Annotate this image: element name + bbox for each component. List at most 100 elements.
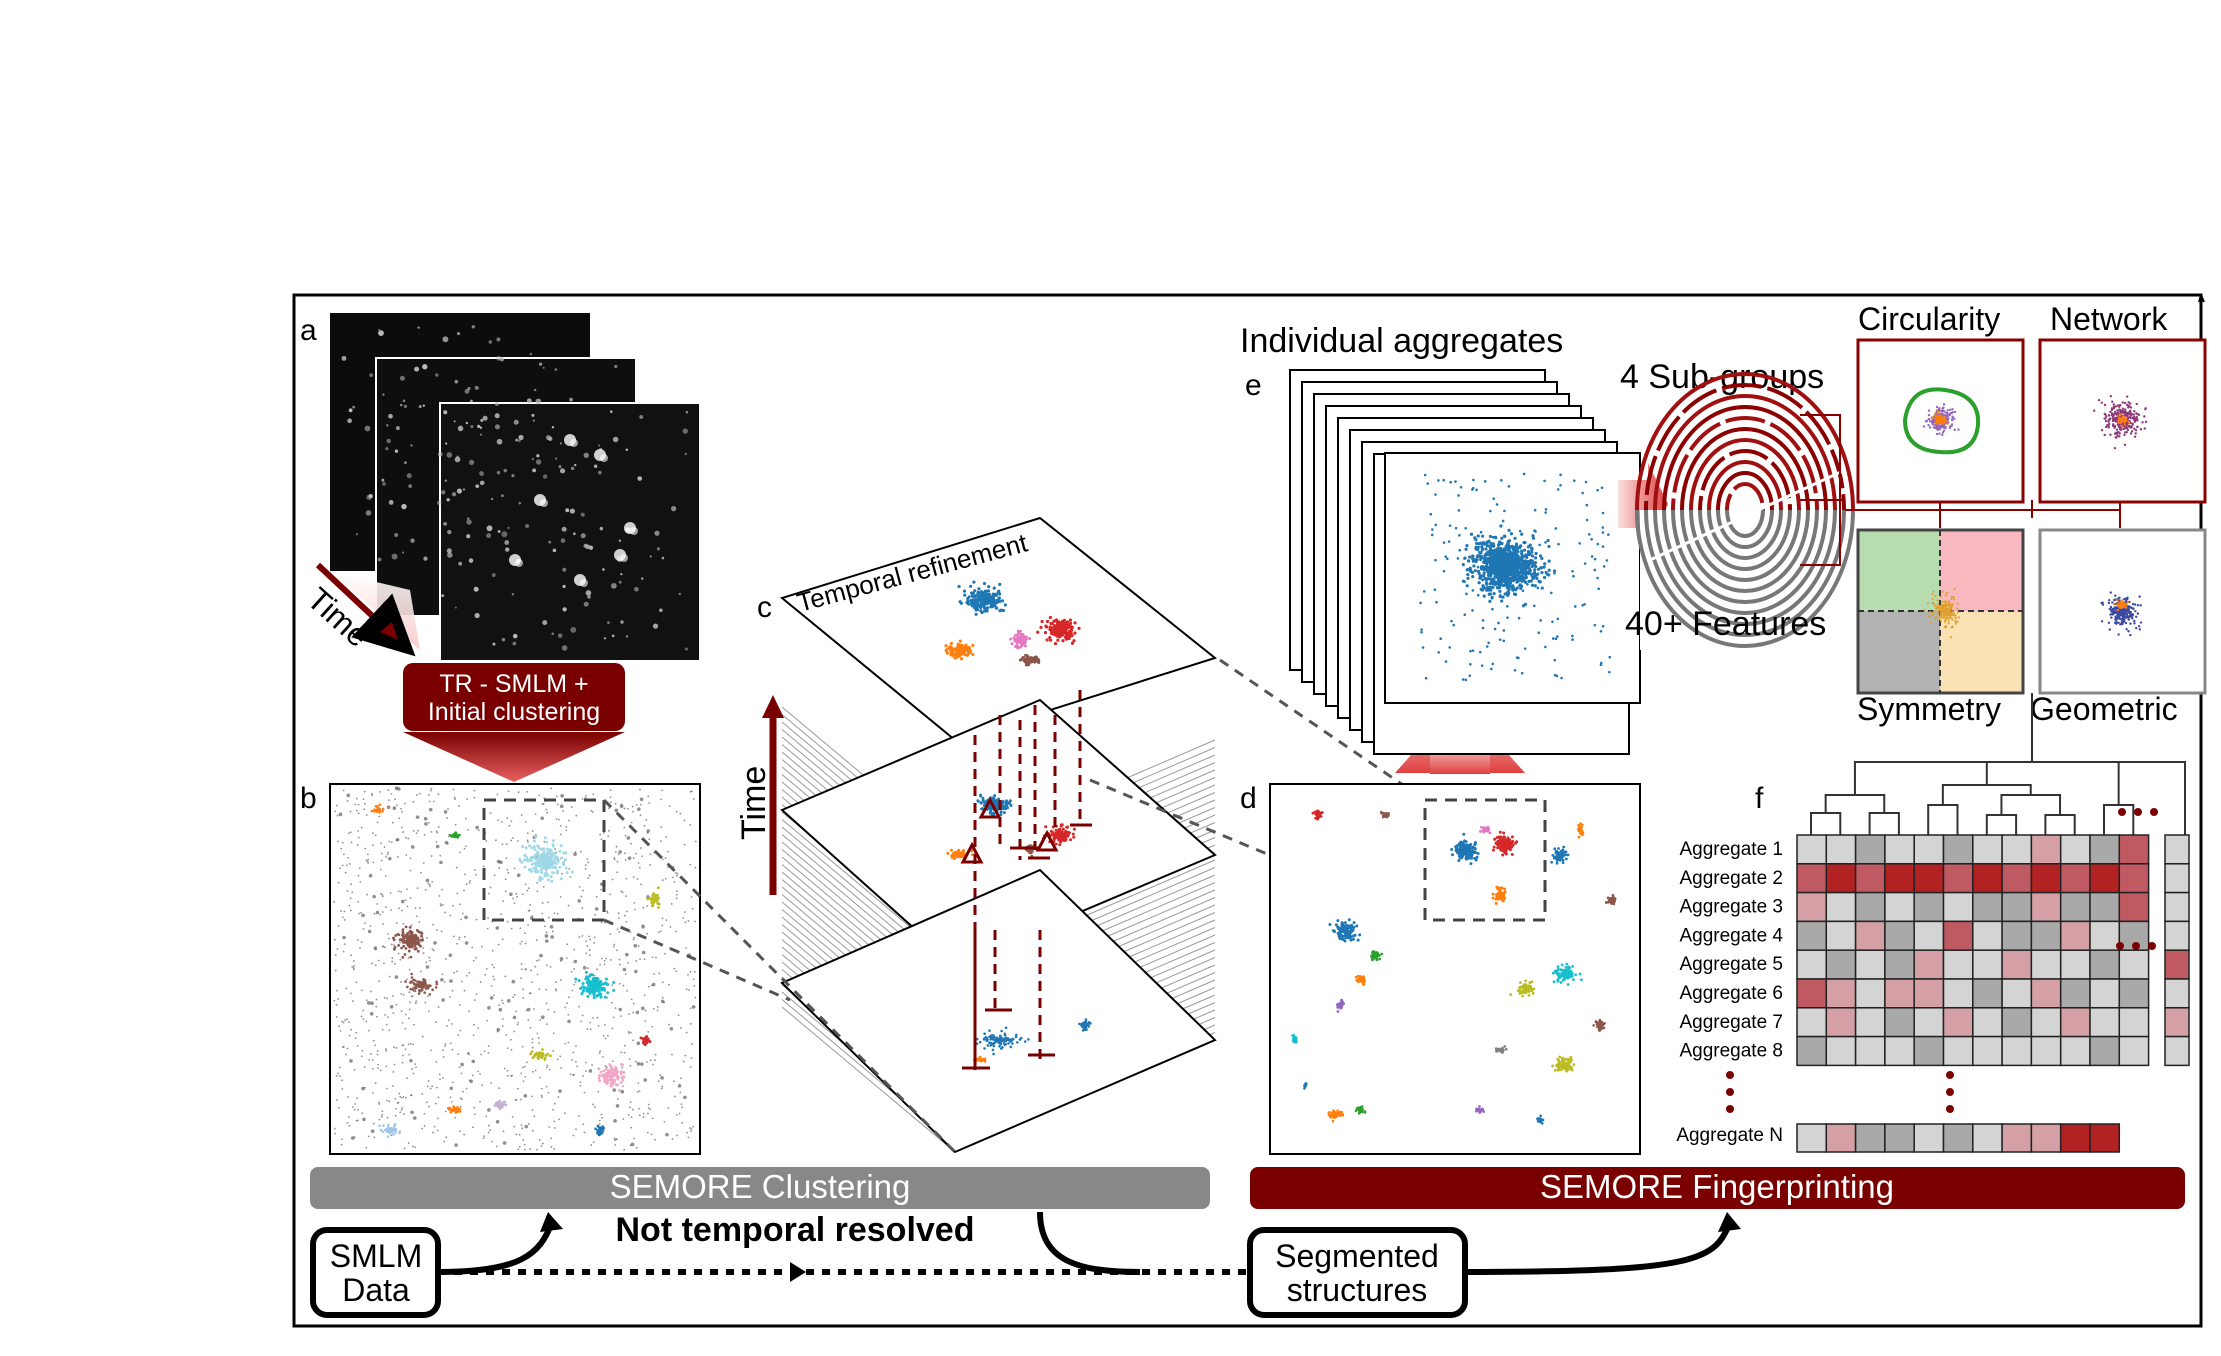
- d-red-2: [1311, 809, 1324, 821]
- feature-heatmap: Aggregate 1 Aggregate 2 Aggregate 3 Aggrega…: [1679, 834, 2190, 1153]
- network-label: Network: [2050, 301, 2168, 337]
- heatmap-cell: [1972, 1035, 2003, 1067]
- segmented-aggregates: [1291, 809, 1617, 1125]
- d-brown-3: [1592, 1018, 1606, 1032]
- heatmap-side-cell: [2164, 920, 2190, 951]
- geometric-core: [2112, 599, 2129, 612]
- heatmap-cell: [2030, 891, 2062, 923]
- heatmap-cell: [1913, 978, 1945, 1009]
- subgroup-scatters: [1902, 387, 2148, 639]
- cluster-purple-light: [493, 1099, 508, 1111]
- c-top-red: [1036, 615, 1081, 646]
- heatmap-cell: [2118, 949, 2150, 980]
- panel-label-f: f: [1755, 782, 1764, 815]
- ellipsis-dot: [1726, 1105, 1734, 1113]
- panel-label-c: c: [757, 591, 772, 624]
- heatmap-cell: [2001, 834, 2033, 865]
- heatmap-cell: [1854, 920, 1886, 951]
- d-orange-3: [1354, 974, 1366, 986]
- cluster-olive: [529, 1048, 552, 1061]
- cluster-cyan-light: [518, 835, 574, 883]
- ellipsis-dot: [2132, 942, 2140, 950]
- d-orange: [1491, 885, 1507, 905]
- features-label: 40+ Features: [1625, 605, 1826, 643]
- heatmap-cell: [1854, 1007, 1886, 1038]
- circularity-label: Circularity: [1858, 301, 2000, 337]
- heatmap-cell: [1884, 834, 1915, 865]
- heatmap-cell: [1825, 1007, 1857, 1038]
- cluster-green: [448, 831, 461, 839]
- heatmap-cell: [1913, 1007, 1945, 1038]
- clustered-localizations: [333, 786, 697, 1151]
- heatmap-cell: [2089, 978, 2121, 1009]
- heatmap-cell: [2118, 1007, 2150, 1038]
- heatmap-cell: [1913, 1035, 1945, 1067]
- heatmap-cell: [1884, 1035, 1915, 1067]
- heatmap-cell: [1884, 891, 1915, 923]
- d-purple-2: [1475, 1105, 1485, 1114]
- microscopy-spots: [341, 325, 689, 651]
- zoom-box-b: [482, 798, 606, 922]
- heatmap-last-cell: [1884, 1123, 1915, 1153]
- d-gray: [1494, 1045, 1508, 1054]
- semore-clustering-label: SEMORE Clustering: [610, 1168, 911, 1205]
- c-top-orange: [944, 639, 975, 661]
- heatmap-cell: [2059, 978, 2091, 1009]
- heatmap-row-label: Aggregate 6: [1679, 983, 1783, 1004]
- ellipsis-dot: [2116, 942, 2124, 950]
- heatmap-cell: [1854, 949, 1886, 980]
- fingerprint-icon: [1635, 372, 1860, 650]
- heatmap-cell: [2001, 863, 2033, 894]
- heatmap-cell: [1796, 834, 1828, 865]
- heatmap-cell: [1942, 1007, 1974, 1038]
- heatmap-row-label: Aggregate 4: [1679, 925, 1783, 946]
- d-red: [1491, 830, 1519, 857]
- heatmap-row-label: Aggregate 5: [1679, 954, 1783, 975]
- heatmap-cell: [1796, 978, 1828, 1009]
- heatmap-cell: [2118, 834, 2150, 865]
- c-bot-orange: [973, 1055, 987, 1064]
- c-top-pink: [1009, 629, 1032, 650]
- heatmap-cell: [1825, 920, 1857, 951]
- d-blue-4: [1536, 1114, 1545, 1125]
- semore-fingerprinting-label: SEMORE Fingerprinting: [1540, 1168, 1894, 1205]
- heatmap-row-label: Aggregate 7: [1679, 1012, 1783, 1033]
- d-blue-3: [1328, 918, 1362, 943]
- heatmap-cell: [2118, 891, 2150, 923]
- cluster-brown: [392, 925, 424, 959]
- semore-fingerprinting-bar: [1250, 1167, 2185, 1209]
- heatmap-cell: [1796, 1035, 1828, 1067]
- heatmap-row-label: Aggregate 2: [1679, 868, 1783, 889]
- heatmap-cell: [1884, 920, 1915, 951]
- heatmap-cell: [1796, 949, 1828, 980]
- heatmap-cell: [1796, 920, 1828, 951]
- heatmap-cell: [2030, 1035, 2062, 1067]
- cluster-blue: [594, 1124, 606, 1137]
- segmented-line2: structures: [1287, 1272, 1427, 1308]
- heatmap-cell: [1942, 920, 1974, 951]
- heatmap-cell: [2030, 1007, 2062, 1038]
- cluster-brown-2: [404, 972, 439, 996]
- heatmap-side-cell: [2164, 978, 2190, 1009]
- heatmap-cell: [1972, 891, 2003, 923]
- heatmap-row-label: Aggregate 8: [1679, 1041, 1783, 1062]
- heatmap-side-cell: [2164, 1007, 2190, 1038]
- heatmap-cell: [2030, 834, 2062, 865]
- heatmap-cell: [1913, 949, 1945, 980]
- heatmap-cell: [1942, 834, 1974, 865]
- symmetry-label: Symmetry: [1857, 691, 2001, 727]
- heatmap-side-cell: [2164, 891, 2190, 923]
- heatmap-cell: [1825, 863, 1857, 894]
- figure-frame: [292, 293, 2203, 1328]
- subgroup-connectors: [1800, 414, 2121, 566]
- heatmap-side-cell: [2164, 863, 2190, 894]
- cluster-red: [639, 1035, 652, 1047]
- heatmap-cell: [2089, 949, 2121, 980]
- smlm-data-line1: SMLM: [330, 1238, 422, 1274]
- panel-label-e: e: [1245, 369, 1262, 402]
- circularity-core: [1931, 408, 1949, 425]
- d-green: [1370, 950, 1384, 962]
- ellipsis-dot: [1946, 1071, 1954, 1079]
- smlm-data-line2: Data: [342, 1272, 410, 1308]
